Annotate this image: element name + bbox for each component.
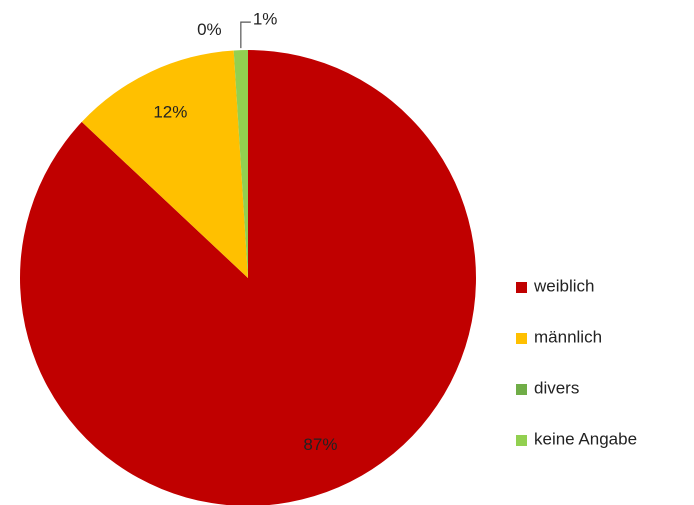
legend-label: männlich [534,327,602,346]
legend-label: divers [534,378,579,397]
data-label: 0% [197,20,222,39]
legend-swatch [516,384,527,395]
legend-swatch [516,435,527,446]
legend-swatch [516,282,527,293]
pie-slice [81,50,248,278]
data-label: 12% [153,102,187,121]
leader-line [240,21,251,49]
data-label: 1% [253,10,278,29]
data-label: 87% [303,435,337,454]
legend-label: keine Angabe [534,429,637,448]
legend-label: weiblich [533,276,594,295]
pie-slice [20,50,476,505]
legend-swatch [516,333,527,344]
pie-slice [233,50,248,278]
